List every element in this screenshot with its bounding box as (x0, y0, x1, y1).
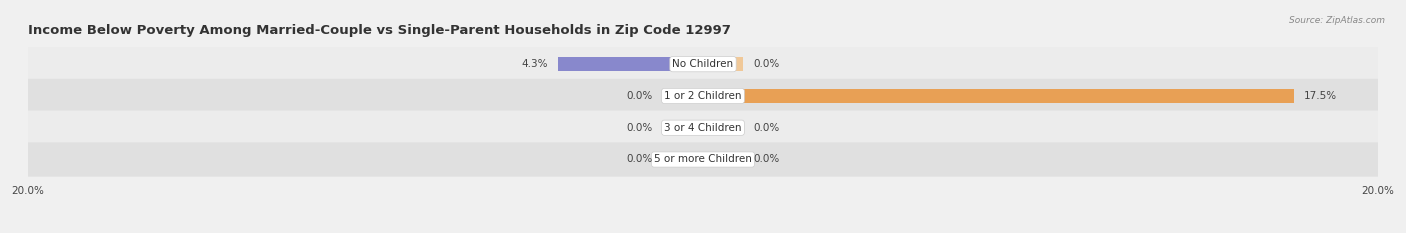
Bar (703, 57, 744, 71)
Text: 0.0%: 0.0% (626, 91, 652, 101)
Text: 0.0%: 0.0% (754, 59, 780, 69)
Bar (703, 152, 744, 167)
Text: 4.3%: 4.3% (522, 59, 548, 69)
Text: 17.5%: 17.5% (1303, 91, 1337, 101)
Text: Source: ZipAtlas.com: Source: ZipAtlas.com (1289, 16, 1385, 25)
Text: 0.0%: 0.0% (754, 154, 780, 164)
Bar (662, 57, 703, 71)
Bar (662, 152, 703, 167)
Text: 1 or 2 Children: 1 or 2 Children (664, 91, 742, 101)
Text: Income Below Poverty Among Married-Couple vs Single-Parent Households in Zip Cod: Income Below Poverty Among Married-Coupl… (28, 24, 731, 37)
Text: 5 or more Children: 5 or more Children (654, 154, 752, 164)
Bar (703, 121, 744, 135)
FancyBboxPatch shape (13, 79, 1393, 113)
Bar (662, 89, 703, 103)
Bar (662, 121, 703, 135)
Text: No Children: No Children (672, 59, 734, 69)
Text: 0.0%: 0.0% (626, 123, 652, 133)
Text: 0.0%: 0.0% (754, 123, 780, 133)
FancyBboxPatch shape (13, 111, 1393, 145)
FancyBboxPatch shape (13, 142, 1393, 177)
Bar (703, 89, 1294, 103)
Text: 0.0%: 0.0% (626, 154, 652, 164)
Bar (703, 89, 744, 103)
Bar (558, 57, 703, 71)
FancyBboxPatch shape (13, 47, 1393, 81)
Text: 3 or 4 Children: 3 or 4 Children (664, 123, 742, 133)
